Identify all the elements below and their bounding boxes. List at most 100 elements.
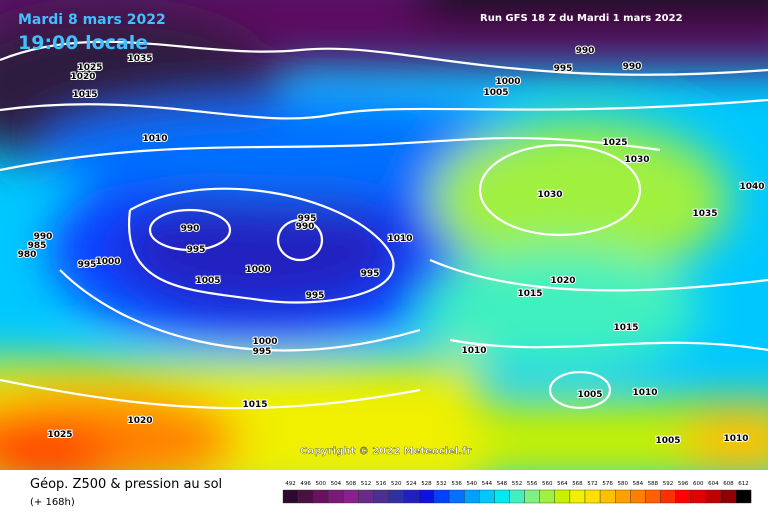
- colorbar-swatch: [584, 489, 601, 504]
- isobar-label: 995: [554, 64, 573, 74]
- colorbar-swatch: [282, 489, 299, 504]
- colorbar-swatch: [539, 489, 556, 504]
- colorbar-swatch: [358, 489, 374, 504]
- isobar-label: 1025: [77, 63, 102, 73]
- colorbar-swatch: [479, 489, 495, 504]
- colorbar-swatch: [388, 489, 405, 504]
- isobar-label: 1000: [252, 337, 277, 347]
- map-time: 19:00 locale: [18, 32, 148, 54]
- colorbar-label: 564: [557, 481, 568, 487]
- colorbar-swatch: [433, 489, 450, 504]
- isobar-label: 1000: [95, 257, 120, 267]
- colorbar-label: 560: [542, 481, 553, 487]
- colorbar-label: 600: [693, 481, 704, 487]
- isobar-label: 1010: [387, 234, 412, 244]
- colorbar-label: 516: [376, 481, 387, 487]
- colorbar-label: 548: [497, 481, 508, 487]
- colorbar-label: 572: [587, 481, 598, 487]
- colorbar-swatch: [554, 489, 571, 504]
- isobar-label: 990: [34, 232, 53, 242]
- colorbar-label: 608: [723, 481, 734, 487]
- isobar-label: 1010: [723, 434, 748, 444]
- isobar-label: 1040: [739, 182, 764, 192]
- colorbar-swatch: [599, 489, 616, 504]
- isobar-label: 985: [28, 241, 47, 251]
- colorbar-label: 556: [527, 481, 538, 487]
- isobar-label: 990: [576, 46, 595, 56]
- colorbar-swatch: [690, 489, 707, 504]
- isobar-label: 1035: [127, 54, 152, 64]
- colorbar-label: 552: [512, 481, 523, 487]
- colorbar-label: 568: [572, 481, 583, 487]
- isobar-label: 1005: [483, 88, 508, 98]
- colorbar-label: 504: [331, 481, 342, 487]
- colorbar-label: 524: [406, 481, 417, 487]
- isobar-label: 1020: [70, 72, 95, 82]
- isobar-label: 1000: [245, 265, 270, 275]
- colorbar-label: 536: [451, 481, 462, 487]
- colorbar-label: 520: [391, 481, 402, 487]
- isobar-label: 980: [18, 250, 37, 260]
- colorbar-label: 604: [708, 481, 719, 487]
- colorbar-label: 508: [346, 481, 357, 487]
- isobar-label: 990: [296, 222, 315, 232]
- isobar-label: 1025: [47, 430, 72, 440]
- colorbar-swatch: [705, 489, 722, 504]
- copyright: Copyright © 2022 Meteociel.fr: [300, 446, 471, 457]
- colorbar-label: 512: [361, 481, 372, 487]
- isobar-label: 1010: [461, 346, 486, 356]
- colorbar-swatch: [373, 489, 389, 504]
- colorbar-swatch: [494, 489, 510, 504]
- colorbar-swatch: [403, 489, 420, 504]
- run-info: Run GFS 18 Z du Mardi 1 mars 2022: [480, 13, 683, 24]
- colorbar-label: 496: [300, 481, 311, 487]
- isobar-label: 1005: [577, 390, 602, 400]
- isobar-label: 1010: [142, 134, 167, 144]
- isobar-label: 995: [306, 291, 325, 301]
- colorbar-label: 544: [482, 481, 493, 487]
- colorbar-label: 588: [648, 481, 659, 487]
- isobar-label: 995: [187, 245, 206, 255]
- isobar-label: 1020: [550, 276, 575, 286]
- isobar-label: 1035: [692, 209, 717, 219]
- colorbar-label: 580: [618, 481, 629, 487]
- isobar-label: 995: [361, 269, 380, 279]
- isobar-label: 1000: [495, 77, 520, 87]
- colorbar-swatch: [509, 489, 525, 504]
- isobar-label: 1005: [655, 436, 680, 446]
- isobar-label: 1015: [613, 323, 638, 333]
- isobar-label: 995: [253, 347, 272, 357]
- colorbar-label: 576: [602, 481, 613, 487]
- footer-subtitle: (+ 168h): [30, 497, 75, 508]
- colorbar-label: 532: [436, 481, 447, 487]
- background-field: [0, 0, 768, 500]
- isobar-label: 995: [298, 214, 317, 224]
- colorbar-swatch: [735, 489, 752, 504]
- isobar-label: 995: [78, 260, 97, 270]
- colorbar-swatch: [297, 489, 314, 504]
- isobar-label: 1020: [127, 416, 152, 426]
- footer-title: Géop. Z500 & pression au sol: [30, 477, 222, 492]
- colorbar-swatch: [418, 489, 435, 504]
- colorbar-label: 528: [421, 481, 432, 487]
- isobar-label: 1030: [537, 190, 562, 200]
- isobar-label: 1015: [242, 400, 267, 410]
- isobar-label: 1015: [517, 289, 542, 299]
- colorbar-label: 500: [316, 481, 327, 487]
- isobar-label: 990: [623, 62, 642, 72]
- colorbar-label: 612: [738, 481, 749, 487]
- colorbar-label: 540: [467, 481, 478, 487]
- colorbar-swatch: [660, 489, 676, 504]
- colorbar-swatch: [720, 489, 737, 504]
- isobar-label: 1005: [195, 276, 220, 286]
- colorbar-swatch: [464, 489, 480, 504]
- colorbar-label: 592: [663, 481, 674, 487]
- map-date: Mardi 8 mars 2022: [18, 12, 166, 28]
- colorbar-swatch: [615, 489, 631, 504]
- colorbar: 492 496 500 504 508 512 516 520 524 528 532 536 540 5…: [282, 481, 752, 504]
- colorbar-swatch: [645, 489, 661, 504]
- colorbar-label: 596: [678, 481, 689, 487]
